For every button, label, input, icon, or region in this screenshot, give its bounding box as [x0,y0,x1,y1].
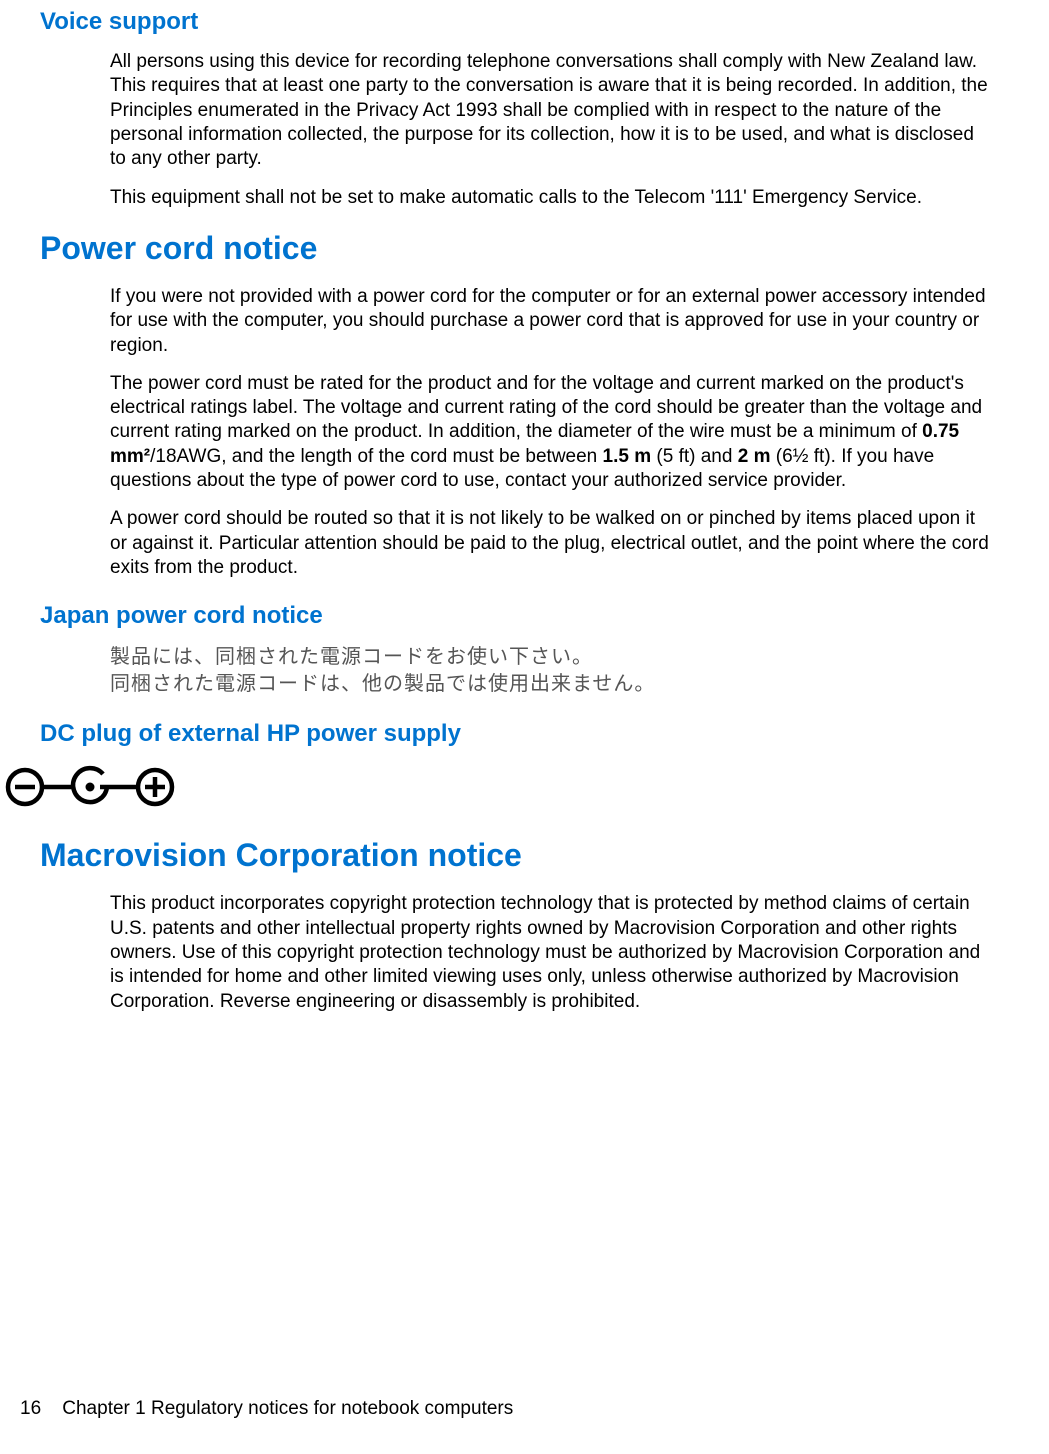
paragraph: The power cord must be rated for the pro… [110,372,989,494]
paragraph: This product incorporates copyright prot… [110,892,989,1014]
polarity-icon [0,762,180,812]
page-number: 16 [20,1398,41,1419]
heading-japan: Japan power cord notice [40,602,1009,630]
document-page: Voice support All persons using this dev… [0,8,1049,1014]
heading-power-cord: Power cord notice [40,230,1009,267]
paragraph: All persons using this device for record… [110,50,989,172]
center-dot-icon [86,783,95,792]
japanese-text-line: 製品には、同梱された電源コードをお使い下さい。 [110,644,989,671]
power-cord-body: If you were not provided with a power co… [110,285,989,580]
japanese-text-line: 同梱された電源コードは、他の製品では使用出来ません。 [110,671,989,698]
bold-value: 1.5 m [603,446,652,467]
japan-body: 製品には、同梱された電源コードをお使い下さい。 同梱された電源コードは、他の製品… [110,644,989,698]
heading-voice-support: Voice support [40,8,1009,36]
heading-macrovision: Macrovision Corporation notice [40,837,1009,874]
text-span: (5 ft) and [651,446,738,467]
text-span: /18AWG, and the length of the cord must … [150,446,602,467]
text-span: The power cord must be rated for the pro… [110,373,982,443]
voice-support-body: All persons using this device for record… [110,50,989,210]
chapter-label: Chapter 1 Regulatory notices for noteboo… [62,1398,513,1419]
macrovision-body: This product incorporates copyright prot… [110,892,989,1014]
page-footer: 16 Chapter 1 Regulatory notices for note… [20,1398,513,1420]
heading-dc-plug: DC plug of external HP power supply [40,720,1009,748]
paragraph: A power cord should be routed so that it… [110,507,989,580]
dc-plug-diagram [0,762,1009,817]
bold-value: 2 m [738,446,771,467]
paragraph: If you were not provided with a power co… [110,285,989,358]
paragraph: This equipment shall not be set to make … [110,186,989,210]
